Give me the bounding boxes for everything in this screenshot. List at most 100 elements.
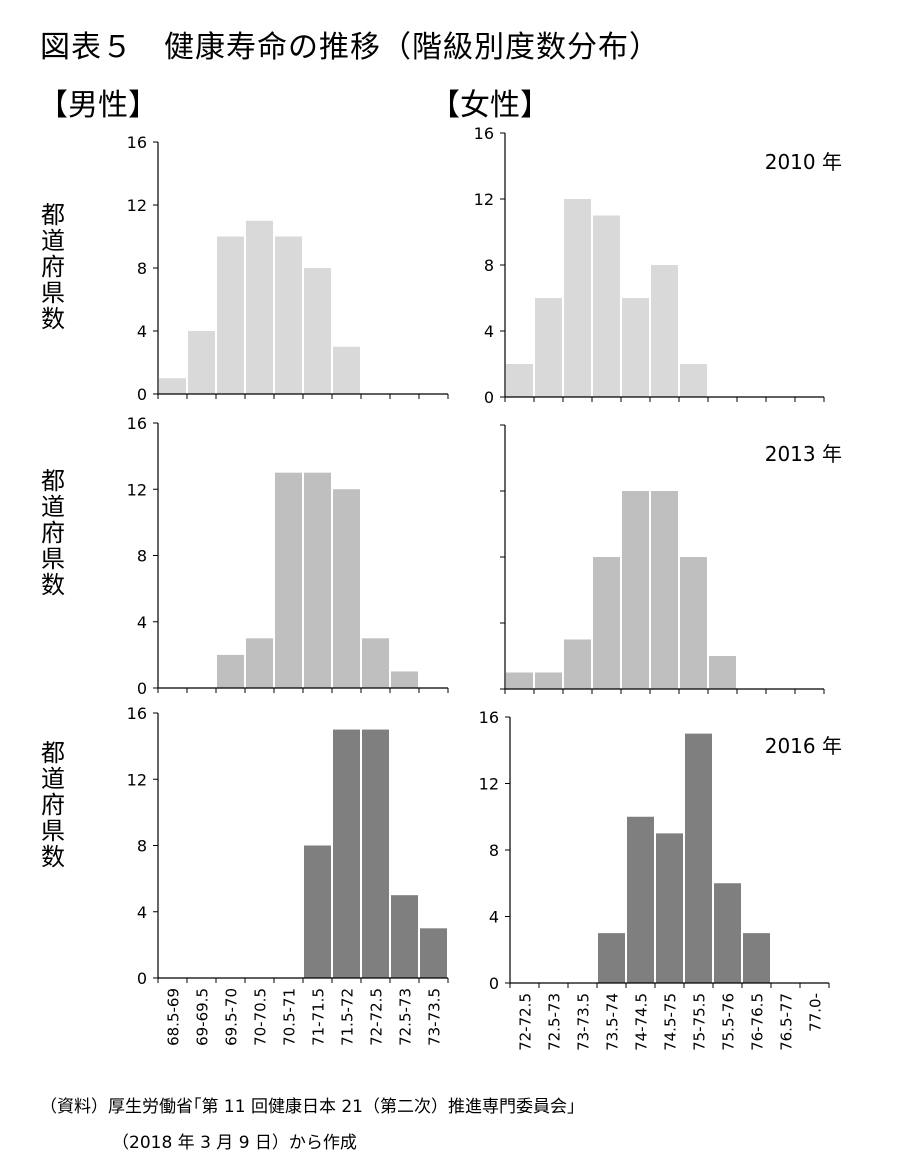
bar-male-2013-71.5-72: [333, 489, 360, 688]
y-tick-label: 8: [484, 256, 494, 275]
x-category-label: 76-76.5: [749, 993, 767, 1051]
x-category-label: 77.0-: [807, 993, 825, 1032]
bar-male-2016-72-72.5: [362, 729, 389, 978]
bar-female-2016-75-75.5: [685, 733, 712, 983]
x-category-label: 72-72.5: [517, 993, 535, 1051]
y-tick-label: 12: [127, 196, 147, 215]
bar-male-2010-69-69.5: [188, 331, 215, 394]
year-label: 2010 年: [765, 150, 842, 174]
x-category-label: 72.5-73: [397, 988, 415, 1046]
bar-male-2010-70-70.5: [246, 220, 273, 394]
bar-male-2013-69.5-70: [217, 654, 244, 688]
female-section-label: 【女性】: [430, 88, 550, 123]
x-category-label: 74.5-75: [662, 993, 680, 1051]
y-tick-label: 4: [137, 613, 147, 632]
y-tick-label: 16: [127, 704, 147, 723]
bar-male-2013-70-70.5: [246, 638, 273, 688]
male-section-label: 【男性】: [38, 88, 158, 123]
bar-female-2013-72.5-73: [535, 672, 562, 689]
bar-female-2013-73-73.5: [564, 639, 591, 689]
panel-female-2013: 2013 年: [500, 424, 842, 694]
bar-male-2013-71-71.5: [304, 472, 331, 688]
y-tick-label: 8: [137, 837, 147, 856]
panel-male-2016: 0 4 8 12 16 68.5-69 69-69.5 69.5-70 70-70.5 70.5-…: [127, 704, 449, 1046]
bar-female-2016-75.5-76: [714, 883, 741, 983]
bar-female-2013-74-74.5: [622, 491, 649, 689]
bar-female-2016-76-76.5: [743, 933, 770, 983]
bar-female-2016-73.5-74: [598, 933, 625, 983]
ylabel-row-1: 都道府県数: [41, 201, 65, 333]
y-tick-label: 16: [479, 708, 499, 727]
bar-male-2016-73-73.5: [420, 928, 447, 978]
y-tick-label: 4: [484, 322, 494, 341]
y-tick-label: 12: [474, 190, 494, 209]
y-tick-label: 16: [127, 133, 147, 152]
y-tick-label: 12: [127, 770, 147, 789]
x-category-label: 75-75.5: [691, 993, 709, 1051]
x-category-label: 72-72.5: [368, 988, 386, 1046]
panel-female-2016: 0 4 8 12 16 72-72.5 72.5-73 73-73.5 73.5-74 74-74…: [479, 708, 842, 1051]
y-tick-label: 4: [137, 903, 147, 922]
x-category-label: 69.5-70: [223, 988, 241, 1046]
y-tick-label: 0: [137, 679, 147, 698]
ylabel-row-2: 都道府県数: [41, 467, 65, 599]
bar-female-2013-74.5-75: [651, 491, 678, 689]
bar-female-2016-74-74.5: [627, 816, 654, 983]
bar-female-2016-74.5-75: [656, 833, 683, 983]
bar-male-2013-72.5-73: [391, 671, 418, 688]
x-category-label: 71-71.5: [310, 988, 328, 1046]
bar-male-2010-70.5-71: [275, 236, 302, 394]
panel-male-2013: 0 4 8 12 16: [127, 414, 449, 698]
x-category-label: 76.5-77: [778, 993, 796, 1051]
y-tick-label: 0: [137, 969, 147, 988]
year-label: 2013 年: [765, 442, 842, 466]
x-category-label: 72.5-73: [546, 993, 564, 1051]
bar-male-2010-71.5-72: [333, 346, 360, 394]
x-category-label: 69-69.5: [194, 988, 212, 1046]
x-category-label: 70-70.5: [252, 988, 270, 1046]
y-tick-label: 16: [474, 124, 494, 143]
bar-male-2013-72-72.5: [362, 638, 389, 688]
bar-male-2013-70.5-71: [275, 472, 302, 688]
y-tick-label: 0: [484, 388, 494, 407]
y-tick-label: 4: [489, 908, 499, 927]
bar-female-2013-73.5-74: [593, 557, 620, 689]
x-category-label: 73.5-74: [604, 993, 622, 1051]
panel-male-2010: 0 4 8 12 16: [127, 133, 449, 404]
y-tick-label: 4: [137, 322, 147, 341]
x-category-label: 74-74.5: [633, 993, 651, 1051]
x-category-label: 68.5-69: [165, 988, 183, 1046]
bar-male-2010-71-71.5: [304, 268, 331, 394]
y-tick-label: 16: [127, 414, 147, 433]
source-note-line-2: （2018 年 3 月 9 日）から作成: [112, 1133, 357, 1153]
x-category-label: 70.5-71: [281, 988, 299, 1046]
y-tick-label: 0: [489, 974, 499, 993]
y-tick-label: 8: [137, 259, 147, 278]
bar-female-2010-74.5-75: [651, 265, 678, 397]
y-tick-label: 8: [137, 547, 147, 566]
figure-title: 図表５ 健康寿命の推移（階級別度数分布）: [40, 30, 660, 65]
bar-male-2010-68.5-69: [159, 378, 186, 394]
y-tick-label: 12: [479, 775, 499, 794]
bar-male-2016-71-71.5: [304, 845, 331, 978]
y-tick-label: 12: [127, 480, 147, 499]
y-tick-label: 8: [489, 841, 499, 860]
bar-female-2010-72-72.5: [506, 364, 533, 397]
y-tick-label: 0: [137, 385, 147, 404]
bar-female-2013-75.5-76: [709, 656, 736, 689]
bar-male-2016-71.5-72: [333, 729, 360, 978]
panel-female-2010: 0 4 8 12 16 2010 年: [474, 124, 842, 407]
bar-female-2010-72.5-73: [535, 298, 562, 397]
year-label: 2016 年: [765, 734, 842, 758]
bar-female-2010-74-74.5: [622, 298, 649, 397]
source-note-line-1: （資料）厚生労働省｢第 11 回健康日本 21（第二次）推進専門委員会｣: [40, 1097, 576, 1117]
ylabel-row-3: 都道府県数: [41, 739, 65, 871]
bar-female-2010-73-73.5: [564, 199, 591, 397]
bar-female-2013-75-75.5: [680, 557, 707, 689]
x-category-label: 73-73.5: [575, 993, 593, 1051]
x-category-label: 71.5-72: [339, 988, 357, 1046]
x-category-label: 73-73.5: [426, 988, 444, 1046]
bar-male-2016-72.5-73: [391, 895, 418, 978]
bar-female-2010-75-75.5: [680, 364, 707, 397]
